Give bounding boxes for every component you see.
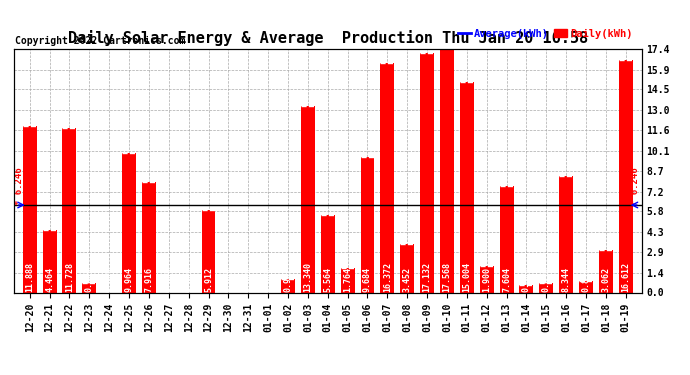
Bar: [559, 176, 573, 292]
Text: 16.612: 16.612: [621, 262, 630, 292]
Bar: [619, 60, 633, 292]
Text: 5.564: 5.564: [323, 267, 333, 292]
Bar: [341, 268, 355, 292]
Bar: [480, 266, 493, 292]
Bar: [440, 46, 454, 292]
Bar: [321, 214, 335, 292]
Bar: [579, 281, 593, 292]
Bar: [599, 250, 613, 292]
Text: 17.132: 17.132: [422, 262, 432, 292]
Bar: [43, 230, 57, 292]
Text: 0.840: 0.840: [582, 267, 591, 292]
Text: 11.888: 11.888: [26, 262, 34, 292]
Bar: [420, 53, 434, 292]
Bar: [82, 283, 97, 292]
Text: 4.464: 4.464: [45, 267, 54, 292]
Text: 0.528: 0.528: [522, 267, 531, 292]
Bar: [63, 128, 77, 292]
Bar: [400, 244, 414, 292]
Text: 0.660: 0.660: [85, 267, 94, 292]
Bar: [201, 210, 215, 292]
Text: 0.000: 0.000: [224, 267, 233, 292]
Text: 0.962: 0.962: [284, 267, 293, 292]
Bar: [460, 82, 474, 292]
Text: 1.764: 1.764: [343, 267, 352, 292]
Bar: [142, 182, 156, 292]
Text: 1.900: 1.900: [482, 267, 491, 292]
Text: 9.684: 9.684: [363, 267, 372, 292]
Text: 0.000: 0.000: [184, 267, 193, 292]
Text: * 6.246: * 6.246: [631, 167, 640, 205]
Bar: [540, 284, 553, 292]
Text: * 6.246: * 6.246: [15, 167, 24, 205]
Text: 7.916: 7.916: [144, 267, 153, 292]
Bar: [520, 285, 533, 292]
Text: Copyright 2022 Cartronics.com: Copyright 2022 Cartronics.com: [15, 36, 186, 46]
Text: 11.728: 11.728: [65, 262, 74, 292]
Legend: Average(kWh), Daily(kWh): Average(kWh), Daily(kWh): [454, 25, 636, 43]
Text: 9.964: 9.964: [125, 267, 134, 292]
Text: 3.452: 3.452: [403, 267, 412, 292]
Text: 8.344: 8.344: [562, 267, 571, 292]
Bar: [23, 126, 37, 292]
Bar: [361, 157, 375, 292]
Bar: [380, 63, 394, 292]
Text: 5.912: 5.912: [204, 267, 213, 292]
Text: 13.340: 13.340: [304, 262, 313, 292]
Text: 0.000: 0.000: [264, 267, 273, 292]
Text: 17.568: 17.568: [442, 262, 451, 292]
Text: 0.648: 0.648: [542, 267, 551, 292]
Text: 0.000: 0.000: [164, 267, 173, 292]
Title: Daily Solar Energy & Average  Production Thu Jan 20 16:58: Daily Solar Energy & Average Production …: [68, 30, 588, 46]
Text: 0.000: 0.000: [105, 267, 114, 292]
Text: 7.604: 7.604: [502, 267, 511, 292]
Text: 15.004: 15.004: [462, 262, 471, 292]
Text: 3.062: 3.062: [602, 267, 611, 292]
Bar: [301, 106, 315, 292]
Bar: [281, 279, 295, 292]
Text: 0.000: 0.000: [244, 267, 253, 292]
Bar: [500, 186, 513, 292]
Text: 16.372: 16.372: [383, 262, 392, 292]
Bar: [122, 153, 136, 292]
